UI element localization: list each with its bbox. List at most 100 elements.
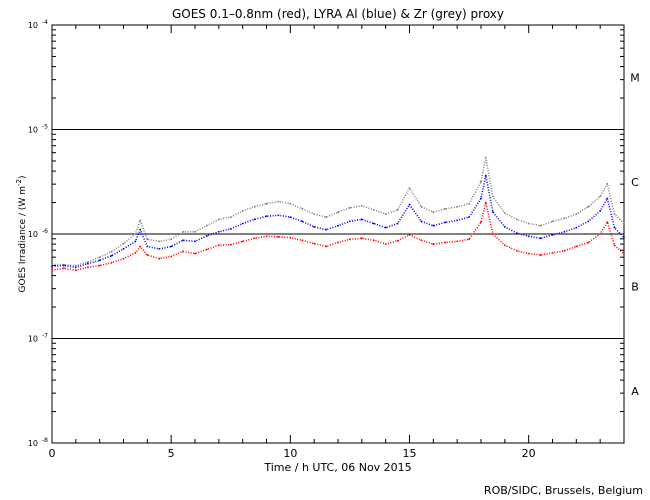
data-point [146,238,149,241]
data-point [253,218,256,221]
data-point [623,252,625,255]
data-point [606,221,609,224]
flare-class-label: A [631,385,639,398]
data-point [74,264,77,267]
data-point [206,235,208,237]
data-point [480,180,482,183]
data-point [170,245,173,248]
data-point [444,208,447,210]
data-point [396,222,399,225]
data-point [241,210,244,212]
data-point [349,220,351,223]
data-point [623,222,625,225]
data-point [134,240,137,243]
data-point [194,230,196,233]
data-point [98,264,101,267]
data-point [599,210,602,212]
data-point [468,202,470,205]
data-point [420,239,423,242]
data-point [587,241,590,244]
data-point [527,235,530,238]
data-point [587,205,590,208]
data-point [432,211,435,214]
data-point [484,156,487,159]
data-point [349,238,351,241]
data-point [74,269,77,272]
data-point [372,209,375,211]
data-point [503,244,506,247]
data-point [396,209,399,211]
data-point [563,230,566,233]
data-point [134,233,137,235]
series-line [51,201,625,271]
data-point [98,259,101,262]
x-tick-label: 20 [522,447,536,460]
data-point [253,205,256,208]
data-point [484,174,487,177]
data-point [122,257,125,260]
data-point [372,222,375,225]
data-point [139,219,142,222]
data-point [170,238,173,241]
flare-class-labels: A B C M [630,71,640,398]
data-point [182,250,185,253]
data-point [563,217,566,220]
credit-label: ROB/SIDC, Brussels, Belgium [484,484,643,497]
data-point [74,266,77,269]
data-point [444,221,447,224]
data-point [277,214,280,217]
y-tick-label: 10 [28,439,38,448]
data-point [289,236,292,239]
data-point [606,182,609,185]
data-point [110,261,113,264]
y-tick-label: 10 [28,230,38,239]
flare-class-lines [52,129,624,339]
data-point [110,250,113,253]
data-point [139,228,142,231]
x-tick-label: 15 [403,447,417,460]
chart-title: GOES 0.1–0.8nm (red), LYRA Al (blue) & Z… [172,7,504,21]
y-tick-exponent: -5 [42,124,48,131]
x-axis-label: Time / h UTC, 06 Nov 2015 [263,461,411,474]
data-point [599,195,602,198]
data-point [492,211,494,214]
data-point [575,245,578,248]
series-line [52,156,625,267]
data-point [599,233,602,235]
data-point [277,235,280,238]
data-point [229,243,232,246]
data-point [503,212,506,215]
data-point [265,235,268,238]
data-point [158,248,161,250]
data-point [301,208,304,210]
y-tick-label: 10 [28,335,38,344]
data-point [432,224,435,227]
data-point [313,213,316,216]
data-point [484,201,487,204]
data-point [170,255,173,258]
data-point [515,218,518,221]
data-point [194,252,196,255]
x-tick-label: 10 [283,447,297,460]
y-tick-exponent: -4 [42,19,48,26]
data-point [420,220,423,223]
flare-class-label: C [631,176,639,189]
data-point [229,216,232,219]
data-point [456,240,459,243]
data-point [63,264,65,267]
data-point [313,226,316,228]
series-layer [51,156,625,272]
data-point [503,226,506,228]
data-point [217,244,220,247]
data-point [146,245,149,248]
data-point [337,241,339,244]
data-point [182,239,185,242]
data-point [575,226,578,229]
data-point [492,195,494,198]
data-point [265,202,268,205]
data-point [360,237,363,240]
data-point [206,224,208,227]
data-point [606,197,609,200]
flare-class-label: B [631,280,639,293]
